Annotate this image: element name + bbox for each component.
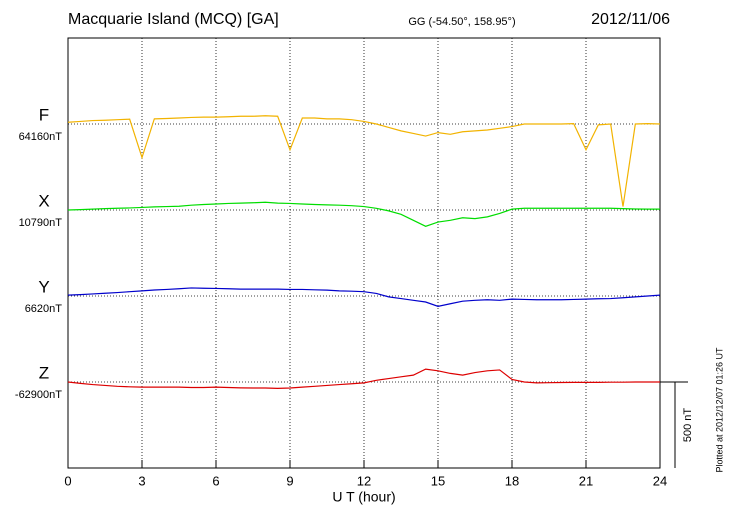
series-line [67,287,661,307]
x-tick-label: 6 [212,473,219,488]
baseline-label: 10790nT [19,217,63,229]
series-line [67,368,660,389]
baseline-label: -62900nT [15,389,62,401]
series-name: F [39,105,49,124]
x-tick-label: 12 [357,473,371,488]
baseline-label: 64160nT [19,131,63,143]
x-tick-label: 3 [138,473,145,488]
x-tick-label: 24 [653,473,667,488]
series-line [67,115,661,207]
x-tick-label: 21 [579,473,593,488]
plot-frame [67,37,661,469]
baseline-label: 6620nT [25,303,63,315]
series-name: Z [39,363,49,382]
chart-title: Macquarie Island (MCQ) [GA] [68,11,279,28]
chart-subtitle: GG (-54.50°, 158.95°) [408,16,515,28]
x-tick-label: 0 [64,473,71,488]
x-tick-label: 15 [431,473,445,488]
scale-bar-label: 500 nT [682,408,694,443]
x-tick-label: 9 [286,473,293,488]
x-axis-label: U T (hour) [332,489,395,505]
series-line [67,201,660,227]
series-name: X [38,191,49,210]
chart-date: 2012/11/06 [591,11,670,28]
series-name: Y [38,277,49,296]
x-tick-label: 18 [505,473,519,488]
plotted-note: Plotted at 2012/12/07 01:26 UT [714,347,724,473]
